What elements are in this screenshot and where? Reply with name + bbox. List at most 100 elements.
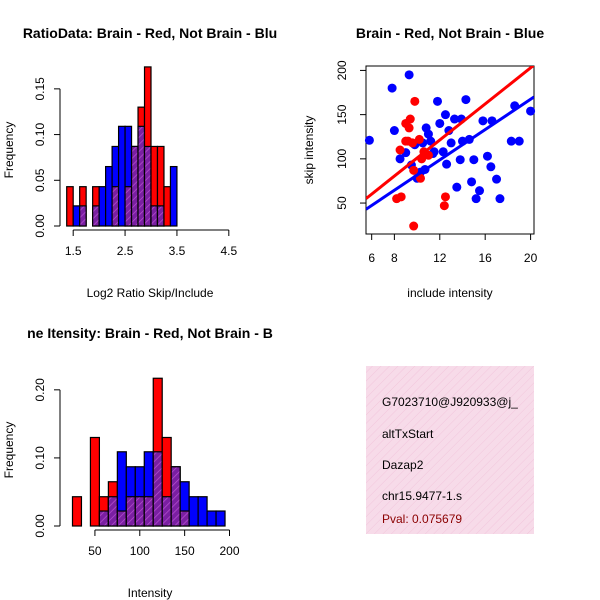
scatter-y-tick-label: 50 (335, 196, 349, 210)
ratio-not-brain-bar (72, 205, 81, 227)
ratio-overlap-bar (130, 145, 139, 227)
scatter-point-not-brain (486, 162, 496, 172)
intensity-overlap-bar (134, 496, 145, 527)
info-pval: Pval: 0.075679 (382, 512, 463, 526)
info-id: G7023710@J920933@j_ (382, 395, 518, 409)
info-gene: Dazap2 (382, 458, 424, 472)
scatter-ylabel: skip intensity (302, 116, 316, 185)
intensity-x-tick-label: 200 (219, 544, 239, 558)
ratio-overlap-bar (137, 125, 146, 227)
scatter-point-not-brain (482, 151, 492, 161)
scatter-fit-line-brain (366, 66, 534, 200)
ratio-overlap-bar (79, 205, 87, 227)
scatter-point-not-brain (492, 174, 502, 184)
ratio-not-brain-bar (169, 165, 178, 227)
scatter-point-brain (395, 145, 405, 155)
ratio-y-tick-label: 0.05 (33, 168, 47, 192)
scatter-title: Brain - Red, Not Brain - Blue (356, 25, 544, 41)
ratio-histogram-axes: 0.00 0.05 0.10 0.15 1.5 2.5 3.5 4.5 (33, 77, 237, 258)
scatter-fit-line-not-brain (366, 95, 534, 211)
scatter-point-not-brain (506, 136, 516, 146)
intensity-overlap-bar (125, 496, 136, 527)
scatter-point-not-brain (475, 186, 485, 196)
info-panel-background (366, 366, 534, 534)
scatter-point-not-brain (467, 177, 477, 187)
ratio-overlap-bar (150, 205, 159, 227)
intensity-histogram-axes: 0.00 0.10 0.20 50 100 150 200 (33, 378, 240, 558)
ratio-histogram-bars (66, 66, 178, 227)
ratio-x-tick-label: 4.5 (220, 244, 237, 258)
scatter-point-not-brain (438, 147, 448, 157)
ratio-x-tick-label: 3.5 (169, 244, 186, 258)
intensity-histogram-panel: ne Itensity: Brain - Red, Not Brain - B … (2, 325, 273, 600)
ratio-histogram-ylabel: Frequency (2, 122, 16, 179)
intensity-histogram-bars (71, 377, 226, 527)
ratio-overlap-bar (156, 205, 165, 227)
scatter-point-brain (423, 150, 433, 160)
scatter-plot-box (365, 65, 535, 235)
ratio-histogram-panel: RatioData: Brain - Red, Not Brain - Blu … (2, 25, 277, 300)
info-locus: chr15.9477-1.s (382, 489, 463, 503)
intensity-x-tick-label: 150 (175, 544, 195, 558)
scatter-y-tick-label: 100 (335, 149, 349, 169)
intensity-overlap-bar (152, 451, 163, 527)
intensity-not-brain-bar (188, 496, 199, 527)
ratio-not-brain-bar (98, 186, 107, 227)
intensity-overlap-bar (179, 510, 190, 527)
intensity-y-tick-label: 0.20 (33, 378, 47, 402)
intensity-not-brain-bar (215, 510, 226, 527)
scatter-x-tick-label: 20 (524, 251, 538, 265)
scatter-x-tick-label: 16 (479, 251, 493, 265)
ratio-x-tick-label: 2.5 (117, 244, 134, 258)
intensity-overlap-bar (170, 466, 181, 527)
info-event: altTxStart (382, 427, 434, 441)
scatter-point-brain (396, 192, 406, 202)
intensity-overlap-bar (98, 510, 109, 527)
ratio-histogram-title: RatioData: Brain - Red, Not Brain - Blu (23, 25, 277, 41)
intensity-overlap-bar (161, 496, 172, 527)
intensity-not-brain-bar (206, 510, 217, 527)
ratio-not-brain-bar (105, 165, 113, 227)
scatter-point-not-brain (478, 116, 488, 126)
info-panel: G7023710@J920933@j_ altTxStart Dazap2 ch… (366, 366, 534, 534)
scatter-x-tick-label: 12 (433, 251, 447, 265)
ratio-y-tick-label: 0.15 (33, 77, 47, 101)
scatter-point-not-brain (526, 106, 536, 116)
scatter-point-brain (414, 134, 424, 144)
ratio-not-brain-bar (117, 125, 126, 227)
intensity-brain-bar (71, 496, 83, 527)
scatter-point-brain (404, 123, 414, 133)
scatter-point-not-brain (433, 96, 443, 106)
scatter-xlabel: include intensity (407, 286, 492, 300)
scatter-points (364, 70, 536, 231)
scatter-point-not-brain (440, 110, 450, 120)
intensity-overlap-bar (107, 496, 118, 527)
scatter-x-tick-label: 6 (368, 251, 375, 265)
ratio-overlap-bar (111, 186, 120, 227)
ratio-overlap-bar (143, 145, 152, 227)
scatter-point-not-brain (387, 83, 397, 93)
ratio-overlap-bar (92, 205, 100, 227)
scatter-point-not-brain (461, 95, 471, 105)
scatter-point-brain (439, 201, 449, 211)
scatter-point-not-brain (469, 155, 479, 165)
scatter-point-not-brain (364, 135, 374, 145)
ratio-overlap-bar (124, 186, 133, 227)
scatter-point-not-brain (471, 194, 481, 204)
scatter-point-not-brain (426, 136, 436, 146)
intensity-brain-bar (89, 436, 101, 527)
scatter-point-not-brain (421, 123, 431, 133)
scatter-point-not-brain (446, 138, 456, 148)
intensity-histogram-title: ne Itensity: Brain - Red, Not Brain - B (27, 325, 273, 341)
scatter-point-not-brain (389, 126, 399, 136)
scatter-point-brain (410, 96, 420, 106)
scatter-point-not-brain (514, 136, 524, 146)
scatter-point-not-brain (404, 70, 414, 80)
scatter-y-tick-label: 200 (335, 60, 349, 80)
scatter-x-tick-label: 8 (391, 251, 398, 265)
scatter-point-brain (409, 165, 419, 175)
scatter-panel: Brain - Red, Not Brain - Blue 6 8 12 16 20 50… (302, 25, 544, 300)
scatter-point-not-brain (495, 194, 505, 204)
intensity-histogram-xlabel: Intensity (128, 586, 173, 600)
scatter-point-brain (408, 138, 418, 148)
